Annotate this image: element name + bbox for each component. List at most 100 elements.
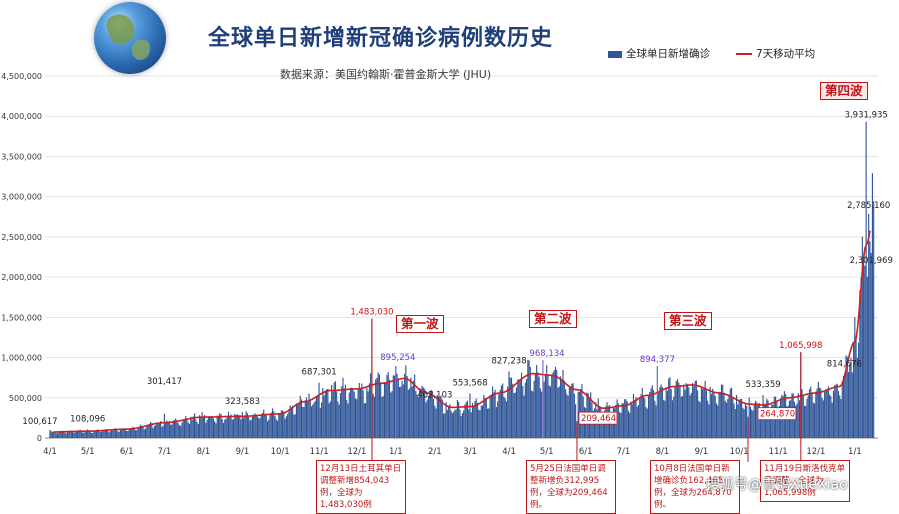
bar: [232, 419, 235, 438]
bar: [839, 395, 841, 438]
bar: [358, 382, 360, 438]
value-label: 687,301: [302, 368, 337, 378]
bar: [450, 410, 452, 438]
bar: [650, 388, 652, 438]
bar: [837, 390, 840, 438]
bar: [396, 373, 398, 438]
x-tick-label: 3/1: [463, 447, 477, 457]
bar: [547, 375, 549, 438]
bar: [810, 386, 812, 438]
bar: [619, 412, 621, 438]
bar: [344, 384, 347, 438]
bar: [724, 400, 726, 438]
bar: [283, 411, 285, 438]
x-tick-label: 5/1: [81, 447, 95, 457]
bar: [727, 399, 729, 438]
bar: [527, 359, 529, 438]
bar: [558, 386, 560, 438]
bar: [382, 396, 384, 438]
bar: [494, 389, 496, 438]
bar: [725, 402, 728, 438]
bar: [50, 431, 52, 438]
legend-line: 7天移动平均: [736, 46, 815, 61]
bar: [268, 419, 270, 438]
x-tick-label: 1/1: [848, 447, 862, 457]
bar: [681, 395, 684, 438]
bar: [69, 430, 71, 438]
bar: [871, 173, 873, 438]
bar: [481, 405, 484, 438]
bar: [176, 420, 178, 438]
bar: [474, 400, 476, 438]
bar: [864, 265, 866, 438]
bar: [170, 424, 172, 438]
value-label: 402,103: [417, 391, 452, 401]
bar: [243, 417, 245, 438]
bar: [469, 393, 471, 438]
wave-1-label: 第一波: [396, 315, 444, 333]
bar: [816, 388, 818, 438]
bar: [372, 393, 374, 438]
bar: [193, 413, 196, 438]
bar: [427, 395, 430, 438]
bar: [280, 410, 282, 438]
bar: [365, 403, 367, 438]
bar: [533, 380, 535, 438]
bar: [284, 418, 286, 438]
bar: [307, 401, 309, 438]
value-label: 2,301,969: [850, 256, 893, 266]
bar: [200, 416, 202, 438]
bar: [829, 394, 831, 438]
bar: [495, 407, 497, 438]
bar: [805, 405, 807, 438]
bar: [274, 415, 276, 438]
bar: [464, 404, 466, 438]
bar: [626, 401, 628, 438]
bar: [220, 414, 222, 438]
bar: [192, 416, 194, 438]
bar: [336, 391, 338, 438]
bar: [191, 419, 193, 438]
bar: [502, 383, 504, 438]
value-label: 100,617: [22, 417, 57, 427]
bar: [261, 412, 264, 438]
x-tick-label: 6/1: [120, 447, 134, 457]
bar: [504, 398, 506, 438]
bar: [108, 432, 110, 438]
bar: [367, 391, 369, 438]
bar: [637, 404, 640, 438]
bar: [319, 407, 321, 438]
bar: [683, 384, 685, 438]
bar: [387, 372, 389, 438]
bar: [647, 394, 650, 438]
bar: [634, 399, 636, 438]
bar: [748, 397, 750, 438]
bar: [624, 399, 626, 438]
bar: [831, 402, 833, 438]
bar: [729, 388, 731, 438]
bar: [869, 241, 871, 438]
bar: [51, 431, 54, 438]
bar: [468, 409, 470, 438]
bar: [655, 405, 657, 438]
bar: [231, 419, 233, 438]
bar: [715, 403, 718, 438]
x-tick-label: 5/1: [540, 447, 554, 457]
bar: [329, 401, 331, 438]
bar: [275, 419, 277, 438]
bar: [684, 389, 686, 438]
bar: [777, 412, 779, 438]
bar: [370, 373, 372, 438]
bar: [844, 375, 846, 438]
bar: [698, 400, 700, 438]
bar: [178, 425, 181, 438]
bar: [56, 433, 59, 438]
bar: [74, 432, 76, 438]
bar: [757, 404, 759, 438]
bar: [470, 412, 472, 438]
bar: [299, 395, 301, 438]
bar: [562, 370, 564, 438]
bar: [238, 415, 240, 438]
bar: [714, 395, 716, 438]
bar: [273, 411, 275, 438]
